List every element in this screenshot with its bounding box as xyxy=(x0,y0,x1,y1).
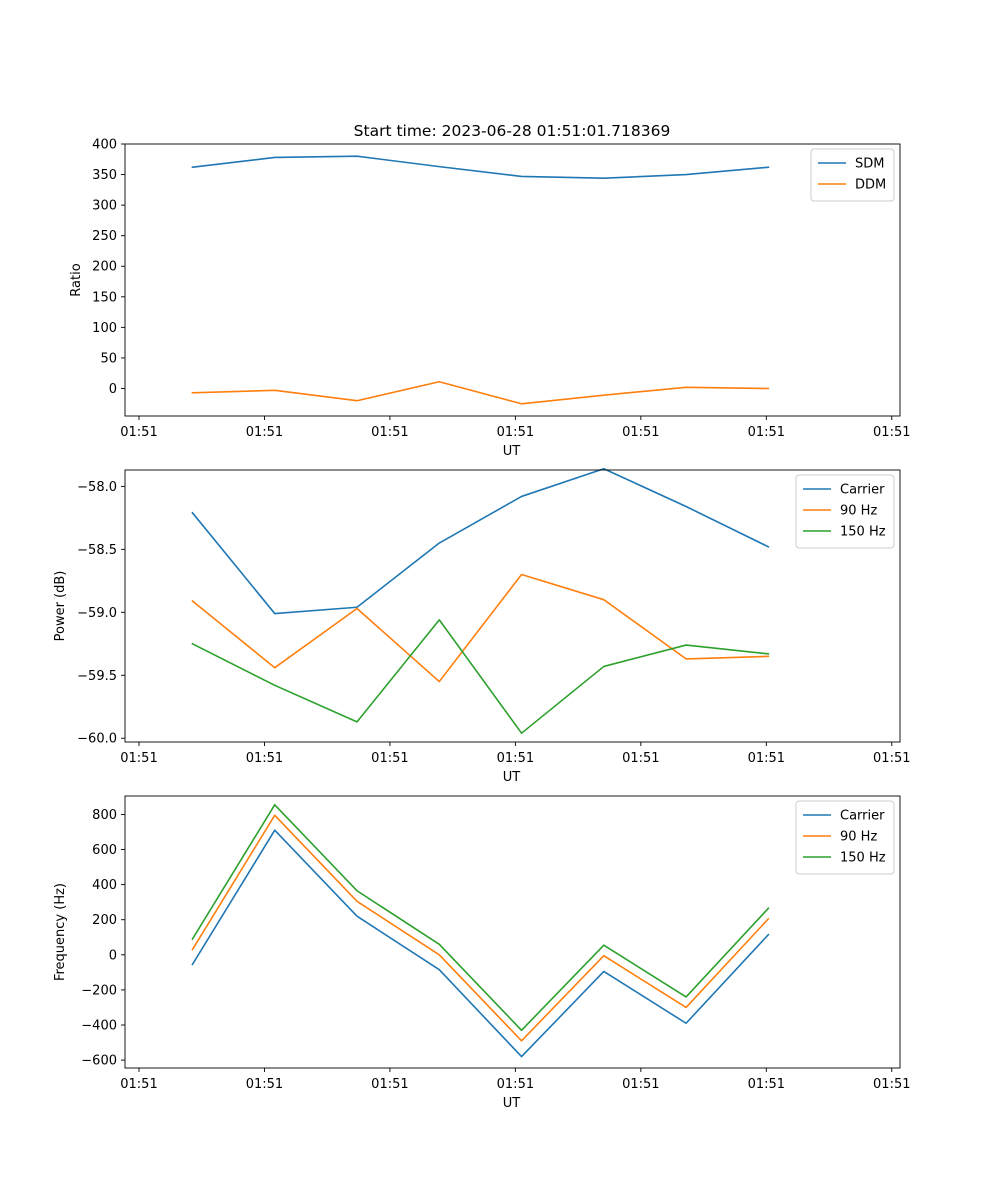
y-tick-label: −60.0 xyxy=(77,732,117,747)
y-tick-label: 400 xyxy=(92,138,117,153)
series-line-carrier xyxy=(191,467,770,615)
x-tick-label: 01:51 xyxy=(246,751,283,766)
series-line-sdm xyxy=(191,155,770,180)
series-line-150-hz xyxy=(191,619,770,734)
x-tick-label: 01:51 xyxy=(873,1077,910,1092)
y-tick-label: 250 xyxy=(92,229,117,244)
y-tick-label: 200 xyxy=(92,260,117,275)
x-tick-label: 01:51 xyxy=(120,1077,157,1092)
x-tick-label: 01:51 xyxy=(748,751,785,766)
series-line-150-hz xyxy=(191,803,770,1032)
x-tick-label: 01:51 xyxy=(497,751,534,766)
series-line-carrier xyxy=(191,829,770,1058)
series-line-ddm xyxy=(191,380,770,405)
legend-box xyxy=(795,474,895,549)
panel-3: 01:51 01:51 01:51 01:51 01:51 01:51 01:51 UT −60… xyxy=(53,795,911,1111)
x-axis-label: UT xyxy=(503,770,521,785)
y-tick-label: −600 xyxy=(81,1054,117,1069)
x-tick-label: 01:51 xyxy=(748,1077,785,1092)
x-tick-label: 01:51 xyxy=(873,751,910,766)
plot-frame xyxy=(124,143,901,417)
y-tick-label: −58.5 xyxy=(77,543,117,558)
x-tick-label: 01:51 xyxy=(622,751,659,766)
x-tick-label: 01:51 xyxy=(371,425,408,440)
panels: 01:51 01:51 01:51 01:51 01:51 01:51 01:51 UT 0 50… xyxy=(53,138,911,1112)
series-line-90-hz xyxy=(191,573,770,683)
x-tick-label: 01:51 xyxy=(120,751,157,766)
x-tick-label: 01:51 xyxy=(246,425,283,440)
x-tick-label: 01:51 xyxy=(120,425,157,440)
y-tick-label: −59.0 xyxy=(77,606,117,621)
legend-box xyxy=(810,148,895,202)
x-tick-label: 01:51 xyxy=(622,1077,659,1092)
y-tick-label: 0 xyxy=(109,382,117,397)
x-tick-label: 01:51 xyxy=(873,425,910,440)
y-tick-label: −400 xyxy=(81,1019,117,1034)
x-axis-label: UT xyxy=(503,444,521,459)
y-tick-label: 0 xyxy=(109,948,117,963)
legend-label: 150 Hz xyxy=(840,525,886,540)
series-line-90-hz xyxy=(191,814,770,1042)
y-tick-label: 50 xyxy=(100,351,117,366)
plot-frame xyxy=(124,469,901,743)
x-tick-label: 01:51 xyxy=(622,425,659,440)
x-tick-label: 01:51 xyxy=(497,425,534,440)
legend-label: DDM xyxy=(855,178,886,193)
y-tick-label: 300 xyxy=(92,199,117,214)
y-tick-label: 200 xyxy=(92,913,117,928)
x-tick-label: 01:51 xyxy=(748,425,785,440)
legend-label: Carrier xyxy=(840,483,885,498)
legend-label: 90 Hz xyxy=(840,830,877,845)
figure-title: Start time: 2023-06-28 01:51:01.718369 xyxy=(354,122,671,140)
y-tick-label: 150 xyxy=(92,290,117,305)
legend-box xyxy=(795,800,895,875)
y-axis-label: Power (dB) xyxy=(53,571,68,642)
x-tick-label: 01:51 xyxy=(497,1077,534,1092)
legend-label: 90 Hz xyxy=(840,504,877,519)
legend-label: Carrier xyxy=(840,809,885,824)
y-axis-label: Frequency (Hz) xyxy=(53,883,68,981)
x-tick-label: 01:51 xyxy=(246,1077,283,1092)
legend-label: SDM xyxy=(855,157,884,172)
y-axis-label: Ratio xyxy=(69,263,84,296)
x-tick-label: 01:51 xyxy=(371,1077,408,1092)
y-tick-label: 800 xyxy=(92,808,117,823)
plot-frame xyxy=(124,795,901,1069)
y-tick-label: −58.0 xyxy=(77,480,117,495)
x-tick-label: 01:51 xyxy=(371,751,408,766)
y-tick-label: −59.5 xyxy=(77,669,117,684)
y-tick-label: 350 xyxy=(92,168,117,183)
y-tick-label: −200 xyxy=(81,983,117,998)
panel-1: 01:51 01:51 01:51 01:51 01:51 01:51 01:51 UT 0 50… xyxy=(69,138,911,460)
y-tick-label: 100 xyxy=(92,321,117,336)
y-tick-label: 400 xyxy=(92,878,117,893)
legend-label: 150 Hz xyxy=(840,851,886,866)
x-axis-label: UT xyxy=(503,1096,521,1111)
y-tick-label: 600 xyxy=(92,843,117,858)
panel-2: 01:51 01:51 01:51 01:51 01:51 01:51 01:51 UT −60… xyxy=(53,467,911,785)
